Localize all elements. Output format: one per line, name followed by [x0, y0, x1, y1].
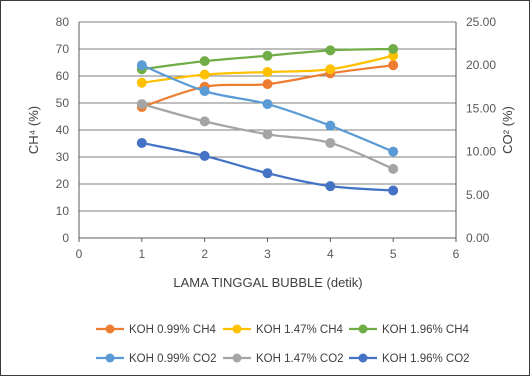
data-point-koh-0-99-co2 [136, 60, 147, 71]
y-axis-title-left: CH⁴ (%) [26, 106, 41, 154]
data-point-koh-1-96-co2 [199, 150, 210, 161]
y2-tick-label: 25.00 [466, 15, 496, 29]
data-point-koh-0-99-co2 [262, 99, 273, 110]
x-tick-label: 4 [327, 247, 334, 261]
legend-label: KOH 0.99% CO2 [129, 353, 217, 365]
x-axis-title: LAMA TINGGAL BUBBLE (detik) [173, 275, 362, 290]
y2-tick-label: 20.00 [466, 58, 496, 72]
y2-tick-label: 5.00 [466, 188, 490, 202]
data-point-koh-1-96-ch4 [199, 56, 210, 67]
axis-layer: 010203040506070800.005.0010.0015.0020.00… [56, 15, 497, 261]
legend-swatch-marker [358, 353, 368, 363]
data-point-koh-1-96-co2 [136, 137, 147, 148]
legend-item: KOH 0.99% CO2 [96, 353, 217, 365]
legend-swatch-marker [105, 353, 115, 363]
legend-swatch-marker [105, 324, 115, 334]
data-point-koh-0-99-co2 [325, 120, 336, 131]
data-point-koh-1-47-ch4 [325, 64, 336, 75]
y2-tick-label: 0.00 [466, 231, 490, 245]
data-point-koh-0-99-co2 [199, 86, 210, 97]
data-point-koh-1-96-co2 [325, 181, 336, 192]
x-tick-label: 6 [453, 247, 460, 261]
data-point-koh-1-47-co2 [262, 129, 273, 140]
y-tick-label: 70 [56, 42, 70, 56]
y2-tick-label: 15.00 [466, 101, 496, 115]
x-tick-label: 1 [138, 247, 145, 261]
data-point-koh-1-47-ch4 [199, 69, 210, 80]
data-point-koh-1-96-ch4 [325, 45, 336, 56]
data-point-koh-1-96-co2 [262, 168, 273, 179]
legend-item: KOH 0.99% CH4 [96, 324, 217, 336]
y-tick-label: 30 [56, 150, 70, 164]
y-tick-label: 40 [56, 123, 70, 137]
legend-label: KOH 1.96% CH4 [382, 324, 470, 336]
legend-item: KOH 1.96% CH4 [349, 324, 470, 336]
legend-item: KOH 1.96% CO2 [349, 353, 470, 365]
y-tick-label: 80 [56, 15, 70, 29]
legend-label: KOH 0.99% CH4 [129, 324, 217, 336]
legend-label: KOH 1.96% CO2 [382, 353, 470, 365]
y-tick-label: 60 [56, 69, 70, 83]
series-layer [136, 44, 399, 196]
legend-label: KOH 1.47% CO2 [256, 353, 344, 365]
data-point-koh-1-47-co2 [325, 137, 336, 148]
legend-label: KOH 1.47% CH4 [256, 324, 344, 336]
y-axis-title-right: CO² (%) [500, 106, 515, 154]
y-tick-label: 50 [56, 96, 70, 110]
x-tick-label: 5 [390, 247, 397, 261]
legend-swatch-marker [232, 353, 242, 363]
legend-swatch-marker [232, 324, 242, 334]
legend: KOH 0.99% CH4 KOH 1.47% CH4 KOH 1.96% CH4 K… [96, 324, 470, 365]
data-point-koh-1-96-ch4 [262, 50, 273, 61]
data-point-koh-1-47-ch4 [262, 66, 273, 77]
data-point-koh-0-99-ch4 [262, 79, 273, 90]
y-tick-label: 10 [56, 204, 70, 218]
y2-tick-label: 10.00 [466, 145, 496, 159]
data-point-koh-1-47-co2 [199, 116, 210, 127]
data-point-koh-0-99-co2 [388, 146, 399, 157]
y-tick-label: 0 [62, 231, 69, 245]
legend-swatch-marker [358, 324, 368, 334]
data-point-koh-1-47-co2 [388, 163, 399, 174]
data-point-koh-0-99-ch4 [388, 60, 399, 71]
series-line-koh-1-96-co2 [141, 141, 394, 192]
x-tick-label: 0 [76, 247, 83, 261]
x-tick-label: 3 [264, 247, 271, 261]
data-point-koh-1-47-co2 [136, 99, 147, 110]
data-point-koh-1-47-ch4 [136, 77, 147, 88]
legend-item: KOH 1.47% CO2 [223, 353, 344, 365]
x-tick-label: 2 [201, 247, 208, 261]
y-tick-label: 20 [56, 177, 70, 191]
legend-item: KOH 1.47% CH4 [223, 324, 344, 336]
data-point-koh-1-96-ch4 [388, 44, 399, 54]
data-point-koh-1-96-co2 [388, 185, 399, 196]
